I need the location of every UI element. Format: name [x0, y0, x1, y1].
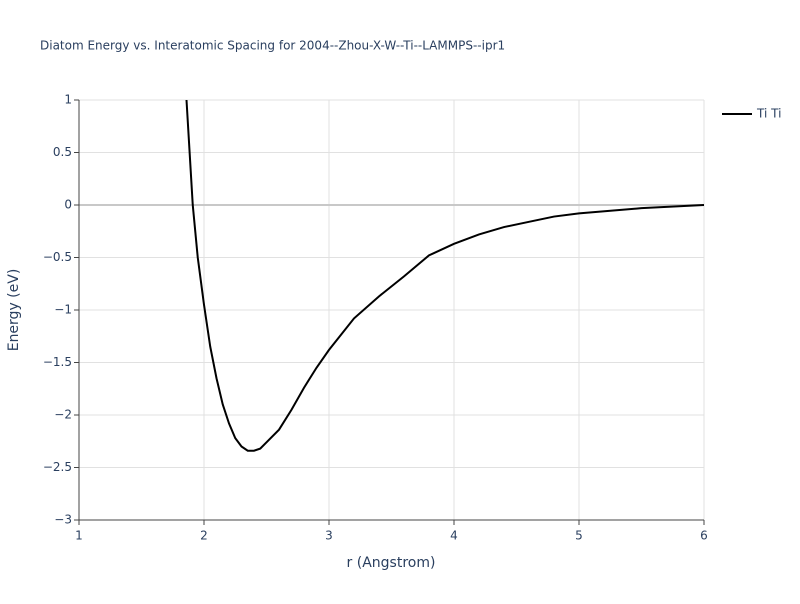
y-tick-label: −1.5	[43, 355, 72, 369]
y-tick-label: −3	[54, 513, 72, 527]
x-tick-label: 1	[75, 529, 83, 543]
y-tick-label: 0.5	[53, 145, 72, 159]
x-tick-label: 6	[700, 529, 708, 543]
x-tick-label: 3	[325, 529, 333, 543]
y-tick-label: −1	[54, 303, 72, 317]
x-tick-label: 2	[200, 529, 208, 543]
x-tick-label: 5	[575, 529, 583, 543]
data-line	[185, 100, 704, 452]
y-tick-label: −2.5	[43, 460, 72, 474]
x-tick-label: 4	[450, 529, 458, 543]
y-tick-label: −0.5	[43, 250, 72, 264]
y-tick-label: −2	[54, 408, 72, 422]
y-tick-label: 0	[64, 198, 72, 212]
y-axis-title: Energy (eV)	[6, 269, 22, 352]
legend-label: Ti Ti	[756, 107, 781, 121]
chart-title: Diatom Energy vs. Interatomic Spacing fo…	[40, 39, 505, 53]
x-axis-title: r (Angstrom)	[347, 555, 436, 571]
y-tick-label: 1	[64, 93, 72, 107]
